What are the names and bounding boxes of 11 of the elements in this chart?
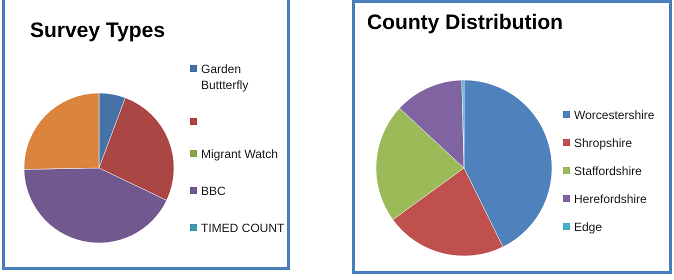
legend-label: BBC [201, 183, 226, 199]
legend-label: Shropshire [574, 135, 632, 151]
legend-label: Migrant Watch [201, 146, 278, 162]
legend-label: Edge [574, 219, 602, 235]
legend-label: Garden Buttterfly [201, 61, 250, 93]
chart-title: County Distribution [366, 11, 564, 35]
legend-label: Worcestershire [574, 107, 654, 123]
chart-title: Survey Types [28, 19, 166, 43]
legend-label: Staffordshire [574, 163, 642, 179]
legend-label: Herefordshire [574, 191, 647, 207]
legend-label: TIMED COUNT [201, 220, 284, 236]
